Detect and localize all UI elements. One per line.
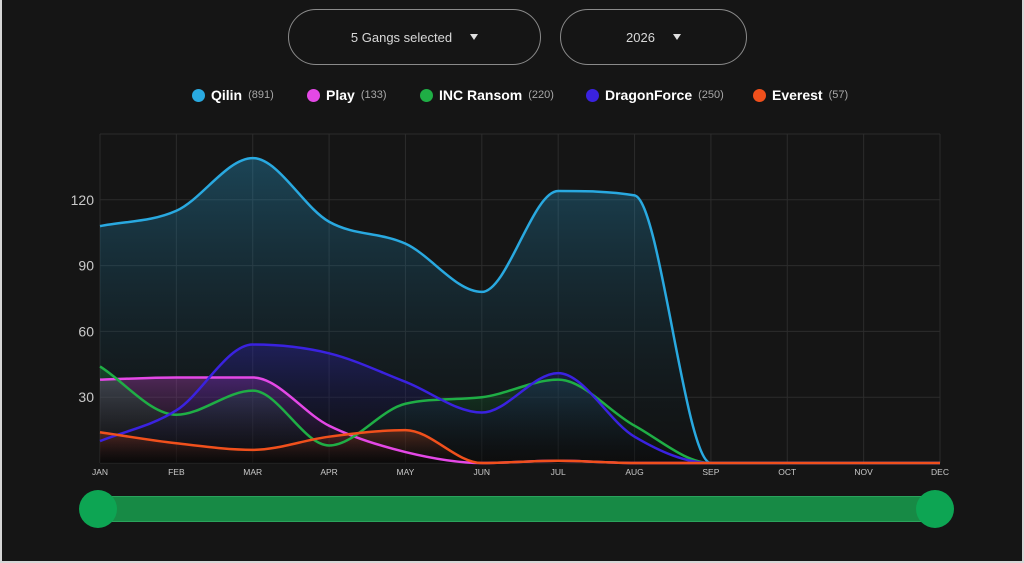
x-tick-label: OCT bbox=[778, 467, 796, 477]
legend-dot bbox=[586, 88, 599, 102]
x-tick-label: MAR bbox=[243, 467, 262, 477]
legend-count: (220) bbox=[528, 89, 554, 101]
legend-dot bbox=[420, 88, 433, 102]
y-tick-label: 90 bbox=[78, 258, 94, 274]
legend-label: INC Ransom bbox=[439, 87, 523, 103]
chart-lines bbox=[99, 156, 940, 465]
y-tick-label: 60 bbox=[78, 323, 94, 339]
series-area-dragonforce bbox=[100, 344, 940, 463]
x-tick-label: JUL bbox=[551, 467, 566, 477]
y-tick-label: 30 bbox=[78, 389, 94, 405]
range-start-handle[interactable] bbox=[79, 490, 117, 528]
chart-axes: 30 60 90 120 JAN FEB MAR APR MAY JUN JUL AUG SEP OCT N… bbox=[71, 192, 949, 477]
year-filter-label: 2026 bbox=[626, 29, 655, 45]
range-end-handle[interactable] bbox=[916, 490, 954, 528]
caret-down-icon bbox=[672, 34, 681, 40]
y-tick-label: 120 bbox=[71, 192, 95, 208]
legend-dot bbox=[307, 88, 320, 102]
area-chart: 30 60 90 120 JAN FEB MAR APR MAY JUN JUL AUG SEP OCT N… bbox=[71, 133, 949, 477]
series-area-everest bbox=[100, 430, 940, 463]
date-range-slider-track[interactable] bbox=[97, 496, 935, 522]
chart-legend: Qilin (891) Play (133) INC Ransom (220) … bbox=[2, 87, 1024, 107]
x-tick-label: NOV bbox=[854, 467, 873, 477]
x-tick-label: APR bbox=[320, 467, 337, 477]
x-tick-label: DEC bbox=[931, 467, 949, 477]
legend-item-qilin[interactable]: Qilin (891) bbox=[192, 87, 274, 103]
legend-label: DragonForce bbox=[605, 87, 693, 103]
gangs-filter-label: 5 Gangs selected bbox=[350, 29, 453, 45]
legend-dot bbox=[753, 88, 766, 102]
legend-dot bbox=[192, 88, 205, 102]
x-tick-label: AUG bbox=[625, 467, 643, 477]
x-tick-label: JAN bbox=[92, 467, 108, 477]
legend-item-everest[interactable]: Everest (57) bbox=[753, 87, 848, 103]
series-line-everest[interactable] bbox=[99, 428, 940, 465]
x-tick-label: MAY bbox=[397, 467, 415, 477]
caret-down-icon bbox=[470, 34, 479, 40]
x-tick-label: JUN bbox=[474, 467, 491, 477]
legend-item-inc-ransom[interactable]: INC Ransom (220) bbox=[420, 87, 554, 103]
legend-count: (891) bbox=[248, 89, 274, 101]
legend-label: Everest bbox=[772, 87, 823, 103]
legend-count: (250) bbox=[698, 89, 724, 101]
legend-count: (57) bbox=[828, 89, 849, 101]
x-tick-label: SEP bbox=[702, 467, 719, 477]
gangs-filter-dropdown[interactable]: 5 Gangs selected bbox=[288, 9, 541, 65]
legend-item-dragonforce[interactable]: DragonForce (250) bbox=[586, 87, 724, 103]
legend-label: Play bbox=[326, 87, 355, 103]
legend-count: (133) bbox=[360, 89, 387, 101]
legend-label: Qilin bbox=[211, 87, 243, 103]
chart-areas bbox=[100, 158, 940, 464]
legend-item-play[interactable]: Play (133) bbox=[307, 87, 387, 103]
year-filter-dropdown[interactable]: 2026 bbox=[560, 9, 747, 65]
x-tick-label: FEB bbox=[168, 467, 185, 477]
